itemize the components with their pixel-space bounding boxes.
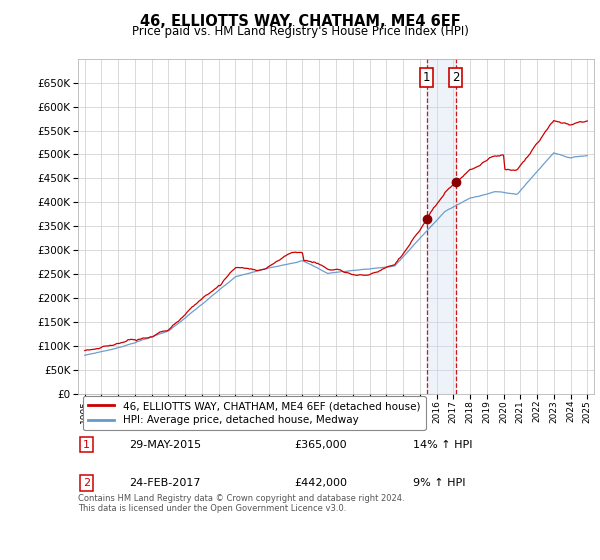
Text: 29-MAY-2015: 29-MAY-2015 bbox=[130, 440, 202, 450]
Text: 9% ↑ HPI: 9% ↑ HPI bbox=[413, 478, 466, 488]
Text: Price paid vs. HM Land Registry's House Price Index (HPI): Price paid vs. HM Land Registry's House … bbox=[131, 25, 469, 38]
Bar bbox=[427, 59, 456, 394]
Text: 2: 2 bbox=[452, 71, 460, 83]
Text: £365,000: £365,000 bbox=[295, 440, 347, 450]
Text: £442,000: £442,000 bbox=[295, 478, 348, 488]
Text: 46, ELLIOTTS WAY, CHATHAM, ME4 6EF: 46, ELLIOTTS WAY, CHATHAM, ME4 6EF bbox=[140, 14, 460, 29]
Text: 2: 2 bbox=[83, 478, 90, 488]
Text: Contains HM Land Registry data © Crown copyright and database right 2024.
This d: Contains HM Land Registry data © Crown c… bbox=[78, 494, 404, 513]
Text: 1: 1 bbox=[423, 71, 430, 83]
Text: 24-FEB-2017: 24-FEB-2017 bbox=[130, 478, 201, 488]
Legend: 46, ELLIOTTS WAY, CHATHAM, ME4 6EF (detached house), HPI: Average price, detache: 46, ELLIOTTS WAY, CHATHAM, ME4 6EF (deta… bbox=[83, 396, 425, 431]
Text: 1: 1 bbox=[83, 440, 90, 450]
Text: 14% ↑ HPI: 14% ↑ HPI bbox=[413, 440, 473, 450]
